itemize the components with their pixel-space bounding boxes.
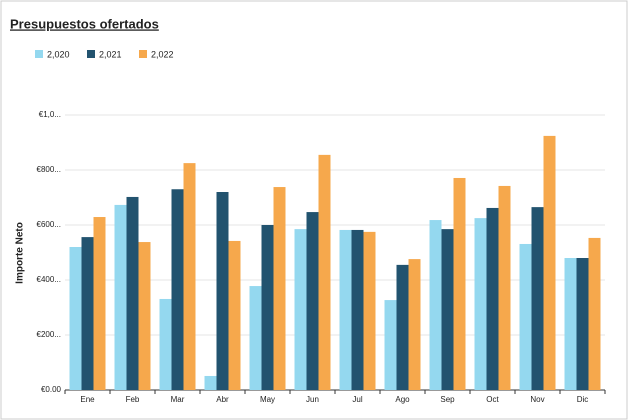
x-tick-label: Ago: [395, 395, 410, 404]
x-tick-label: Mar: [171, 395, 185, 404]
x-tick-label: May: [260, 395, 275, 404]
x-tick-label: Feb: [126, 395, 140, 404]
x-tick-label: Abr: [216, 395, 229, 404]
x-tick-label: Sep: [440, 395, 455, 404]
x-tick-label: Jun: [306, 395, 319, 404]
bar: [159, 298, 172, 390]
bar: [114, 204, 127, 390]
bar: [171, 189, 184, 390]
bar: [531, 207, 544, 390]
bar: [396, 264, 409, 390]
bar: [273, 187, 286, 390]
bar: [441, 229, 454, 390]
bar: [564, 258, 577, 390]
y-tick-label: €0.00: [41, 385, 62, 394]
x-tick-label: Ene: [80, 395, 95, 404]
bar: [249, 286, 262, 390]
bar: [294, 229, 307, 390]
bar: [474, 218, 487, 390]
bar: [453, 177, 466, 390]
bar: [363, 231, 376, 390]
bar: [261, 225, 274, 390]
y-tick-label: €200...: [37, 330, 61, 339]
bar: [384, 300, 397, 390]
bar: [519, 243, 532, 390]
bar: [81, 237, 94, 390]
bar: [543, 135, 556, 390]
bar: [339, 229, 352, 390]
bar: [486, 207, 499, 390]
bar: [498, 185, 511, 390]
y-tick-label: €400...: [37, 275, 61, 284]
bar: [429, 220, 442, 390]
bar: [93, 217, 106, 390]
x-tick-label: Oct: [486, 395, 499, 404]
bar: [204, 375, 217, 390]
y-tick-label: €800...: [37, 165, 61, 174]
x-tick-label: Nov: [530, 395, 544, 404]
bar: [351, 229, 364, 390]
legend-swatch: [35, 50, 43, 58]
bar: [216, 192, 229, 390]
bar: [306, 212, 319, 390]
y-tick-label: €1,0...: [39, 110, 61, 119]
x-tick-label: Jul: [352, 395, 362, 404]
bar: [318, 154, 331, 390]
y-axis-label: Importe Neto: [15, 222, 26, 284]
y-tick-label: €600...: [37, 220, 61, 229]
bar: [183, 163, 196, 390]
chart-title: Presupuestos ofertados: [10, 16, 159, 31]
bar: [576, 258, 589, 390]
legend-label: 2,021: [99, 49, 122, 59]
bar: [228, 240, 241, 390]
bar: [408, 259, 421, 390]
bar: [126, 196, 139, 390]
bar: [588, 237, 601, 390]
x-tick-label: Dic: [577, 395, 589, 404]
bar: [69, 247, 82, 390]
legend-label: 2,022: [151, 49, 174, 59]
legend-swatch: [139, 50, 147, 58]
bar: [138, 242, 151, 390]
legend-label: 2,020: [47, 49, 70, 59]
legend-swatch: [87, 50, 95, 58]
